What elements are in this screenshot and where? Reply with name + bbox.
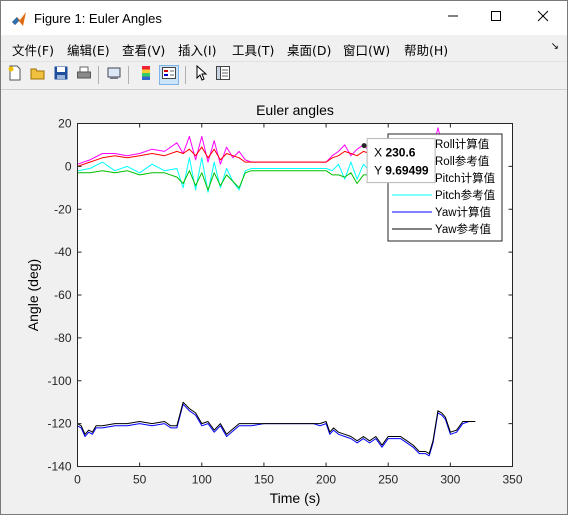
chart-title: Euler angles bbox=[256, 102, 334, 118]
y-tick-label: 0 bbox=[65, 159, 72, 173]
axes-layer: 0 50 100 150 200 250 300 350200-20-40-60-80-100… bbox=[47, 117, 522, 487]
property-inspector-button[interactable] bbox=[213, 65, 233, 85]
x-tick-label: 350 bbox=[502, 473, 522, 487]
x-tick-label: 0 bbox=[74, 473, 81, 487]
new-figure-button[interactable] bbox=[5, 65, 25, 85]
legend-label: Yaw计算值 bbox=[435, 205, 492, 219]
x-axis-label: Time (s) bbox=[270, 490, 321, 506]
new-figure-icon bbox=[7, 65, 23, 86]
legend-label: Roll计算值 bbox=[435, 137, 490, 151]
insert-legend-icon bbox=[161, 65, 177, 86]
series-line-6[interactable] bbox=[77, 401, 476, 455]
window-title: Figure 1: Euler Angles bbox=[34, 11, 162, 26]
x-tick-label: 50 bbox=[133, 473, 147, 487]
menu-insert[interactable]: 插入(I) bbox=[178, 43, 217, 58]
y-tick-label: -80 bbox=[54, 331, 72, 345]
dock-arrow-icon[interactable]: ↘ bbox=[550, 41, 559, 52]
pointer-arrow-icon bbox=[193, 64, 209, 86]
menu-window[interactable]: 窗口(W) bbox=[343, 43, 391, 58]
insert-legend-button[interactable] bbox=[159, 65, 179, 85]
x-tick-label: 150 bbox=[254, 473, 274, 487]
minimize-icon bbox=[447, 9, 459, 27]
legend-label: Roll参考值 bbox=[435, 154, 490, 168]
x-tick-label: 200 bbox=[316, 473, 336, 487]
datatip-x-value: 230.6 bbox=[385, 146, 415, 160]
datatip-box bbox=[366, 138, 436, 184]
datatip-marker[interactable] bbox=[361, 143, 367, 149]
minimize-button[interactable] bbox=[430, 1, 476, 35]
legend-label: Pitch参考值 bbox=[435, 188, 496, 202]
figure-area: 0 50 100 150 200 250 300 350 20 0 -20 -40 -60 -80 -100… bbox=[7, 91, 559, 508]
datatip[interactable]: X 230.6Y 9.69499 bbox=[361, 138, 436, 184]
x-tick-label: 250 bbox=[378, 473, 398, 487]
insert-colorbar-icon bbox=[138, 65, 154, 86]
save-icon bbox=[53, 65, 69, 86]
line-chart[interactable]: 0 50 100 150 200 250 300 350200-20-40-60-80-100… bbox=[7, 91, 559, 508]
y-tick-label: -60 bbox=[54, 288, 72, 302]
print-button[interactable] bbox=[74, 65, 94, 85]
x-tick-label: 100 bbox=[192, 473, 212, 487]
y-tick-label: -120 bbox=[47, 417, 71, 431]
y-tick-label: -40 bbox=[54, 245, 72, 259]
menu-view[interactable]: 查看(V) bbox=[122, 43, 166, 58]
datatip-x-label: X bbox=[374, 146, 385, 160]
maximize-button[interactable] bbox=[473, 1, 519, 35]
y-tick-label: -100 bbox=[47, 374, 71, 388]
toolbar-separator bbox=[185, 66, 186, 84]
close-icon bbox=[537, 9, 549, 27]
datatip-y-label: Y bbox=[374, 164, 385, 178]
datatip-y-value: 9.69499 bbox=[385, 164, 429, 178]
open-folder-icon bbox=[30, 65, 46, 86]
title-bar[interactable]: Figure 1: Euler Angles bbox=[1, 1, 567, 35]
x-tick-label: 300 bbox=[440, 473, 460, 487]
datatip-x-row: X 230.6 bbox=[374, 146, 416, 160]
y-tick-label: 20 bbox=[58, 117, 72, 131]
print-icon bbox=[76, 65, 92, 86]
matlab-logo-icon bbox=[11, 11, 27, 27]
link-plot-icon bbox=[106, 65, 122, 86]
toolbar-separator bbox=[98, 66, 99, 84]
menu-edit[interactable]: 编辑(E) bbox=[67, 43, 110, 58]
datatip-y-row: Y 9.69499 bbox=[374, 164, 429, 178]
y-tick-label: -140 bbox=[47, 460, 71, 474]
legend-label: Yaw参考值 bbox=[435, 222, 492, 236]
menu-bar: 文件(F) 编辑(E) 查看(V) 插入(I) 工具(T) 桌面(D) 窗口(W… bbox=[1, 37, 567, 59]
legend-label: Pitch计算值 bbox=[435, 171, 496, 185]
save-button[interactable] bbox=[51, 65, 71, 85]
menu-desktop[interactable]: 桌面(D) bbox=[287, 43, 332, 58]
open-file-button[interactable] bbox=[28, 65, 48, 85]
series-line-5[interactable] bbox=[77, 403, 476, 457]
edit-plot-button[interactable] bbox=[191, 64, 211, 86]
insert-colorbar-button[interactable] bbox=[136, 65, 156, 85]
toolbar-separator bbox=[128, 66, 129, 84]
y-tick-label: -20 bbox=[54, 202, 72, 216]
maximize-icon bbox=[490, 9, 502, 27]
y-axis-label: Angle (deg) bbox=[25, 259, 41, 331]
menu-tools[interactable]: 工具(T) bbox=[232, 43, 275, 58]
link-plot-button[interactable] bbox=[104, 65, 124, 85]
figure-toolbar bbox=[1, 61, 567, 90]
menu-file[interactable]: 文件(F) bbox=[12, 43, 54, 58]
property-inspector-icon bbox=[215, 65, 231, 86]
close-button[interactable] bbox=[520, 1, 566, 35]
menu-help[interactable]: 帮助(H) bbox=[404, 43, 449, 58]
